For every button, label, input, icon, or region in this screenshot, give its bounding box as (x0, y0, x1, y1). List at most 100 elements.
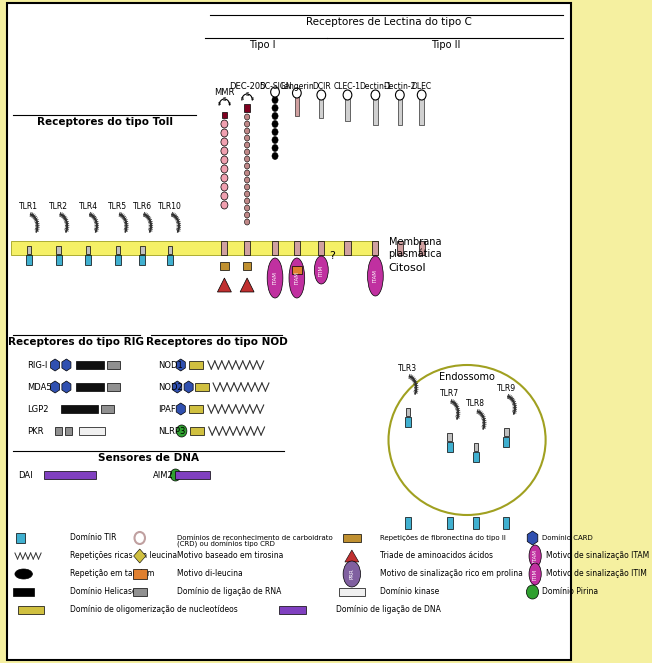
Bar (419, 99, 424, 125)
Text: ITAM: ITAM (294, 272, 299, 284)
Text: IPAF: IPAF (158, 404, 176, 414)
Circle shape (221, 129, 228, 137)
Text: Sensores de DNA: Sensores de DNA (98, 453, 199, 463)
Bar (108, 383, 120, 391)
Bar (473, 443, 478, 451)
Text: AIM2: AIM2 (153, 471, 173, 479)
Text: Domínio TIR: Domínio TIR (70, 534, 117, 542)
Text: NLRP3: NLRP3 (158, 426, 185, 436)
Bar (221, 241, 228, 255)
Circle shape (272, 97, 278, 103)
Bar (222, 112, 227, 118)
Circle shape (343, 90, 352, 100)
Circle shape (244, 170, 250, 176)
Bar (55, 427, 62, 435)
Bar (503, 437, 509, 447)
Ellipse shape (15, 569, 33, 579)
Text: Langerin: Langerin (280, 82, 314, 91)
Text: ITAM: ITAM (533, 550, 538, 562)
Polygon shape (62, 359, 71, 371)
Bar (12, 241, 378, 255)
Bar (190, 405, 203, 413)
Text: ITAM: ITAM (273, 272, 278, 284)
Bar (398, 99, 402, 125)
Text: Domínios de reconhecimento de carboidrato: Domínios de reconhecimento de carboidrat… (177, 535, 333, 541)
Text: RIG-I: RIG-I (27, 361, 48, 369)
Polygon shape (173, 381, 182, 393)
Text: TLR8: TLR8 (466, 398, 485, 408)
Circle shape (272, 152, 278, 160)
Bar (140, 246, 145, 254)
Circle shape (221, 183, 228, 191)
Bar (76, 361, 104, 369)
Text: s: s (218, 101, 221, 105)
Circle shape (272, 129, 278, 135)
Text: s: s (222, 96, 226, 102)
Circle shape (244, 149, 250, 155)
Bar (503, 517, 509, 529)
Bar (133, 569, 147, 579)
Text: Motivo di-leucina: Motivo di-leucina (177, 570, 243, 579)
Bar (190, 361, 203, 369)
Text: Motivo de sinalização ITAM: Motivo de sinalização ITAM (546, 552, 649, 560)
Bar (133, 588, 147, 596)
Bar (115, 255, 121, 265)
Text: Repetições ricas em leucina: Repetições ricas em leucina (70, 552, 177, 560)
Text: TLR3: TLR3 (398, 363, 417, 373)
Bar (295, 96, 299, 116)
Circle shape (396, 90, 404, 100)
Ellipse shape (529, 563, 541, 585)
Bar (318, 241, 324, 255)
Text: Membrana
plasmática: Membrana plasmática (389, 237, 442, 259)
Text: Motivo de sinalização ITIM: Motivo de sinalização ITIM (546, 570, 647, 579)
Bar (373, 99, 378, 125)
Text: Domínio de ligação de DNA: Domínio de ligação de DNA (336, 605, 441, 615)
Bar (473, 452, 479, 462)
Text: MMR: MMR (215, 88, 235, 97)
Circle shape (134, 532, 145, 544)
Bar (343, 534, 361, 542)
Bar (344, 241, 351, 255)
Bar (473, 517, 479, 529)
Bar (26, 255, 32, 265)
Text: TLR10: TLR10 (158, 202, 182, 210)
Circle shape (221, 147, 228, 155)
Circle shape (271, 87, 280, 97)
Bar (175, 471, 209, 479)
Circle shape (244, 163, 250, 169)
Bar (65, 427, 72, 435)
Text: MDA5: MDA5 (27, 383, 52, 391)
Text: (CRD) ou domínios tipo CRD: (CRD) ou domínios tipo CRD (177, 542, 275, 548)
Text: Domínio Pirina: Domínio Pirina (542, 587, 599, 597)
Text: DC-SIGN: DC-SIGN (259, 82, 291, 91)
Text: ITAM: ITAM (373, 270, 378, 282)
Text: Domínio de oligomerização de nucleotídeos: Domínio de oligomerização de nucleotídeo… (70, 605, 238, 615)
Bar (56, 246, 61, 254)
Circle shape (244, 177, 250, 183)
Bar (447, 433, 452, 441)
Bar (101, 405, 113, 413)
Bar (397, 241, 403, 255)
Circle shape (417, 90, 426, 100)
Circle shape (221, 201, 228, 209)
Text: Receptores do tipo RIG: Receptores do tipo RIG (8, 337, 144, 347)
Text: NOD1: NOD1 (158, 361, 183, 369)
Circle shape (272, 137, 278, 143)
Text: Dectin-1: Dectin-1 (359, 82, 392, 91)
Text: s: s (240, 95, 243, 101)
Text: DCIR: DCIR (312, 82, 331, 91)
Circle shape (244, 184, 250, 190)
Bar (167, 255, 173, 265)
Text: Triade de aminoacidos ácidos: Triade de aminoacidos ácidos (379, 552, 493, 560)
Text: Repetição em tandem: Repetição em tandem (70, 570, 155, 579)
Bar (190, 427, 204, 435)
Circle shape (221, 192, 228, 200)
Text: CLEC-1: CLEC-1 (334, 82, 361, 91)
Bar (44, 471, 96, 479)
Text: DLEC: DLEC (411, 82, 432, 91)
Ellipse shape (529, 545, 541, 567)
Text: PRR: PRR (349, 569, 354, 579)
Polygon shape (184, 381, 193, 393)
Polygon shape (176, 359, 185, 371)
Polygon shape (217, 278, 231, 292)
